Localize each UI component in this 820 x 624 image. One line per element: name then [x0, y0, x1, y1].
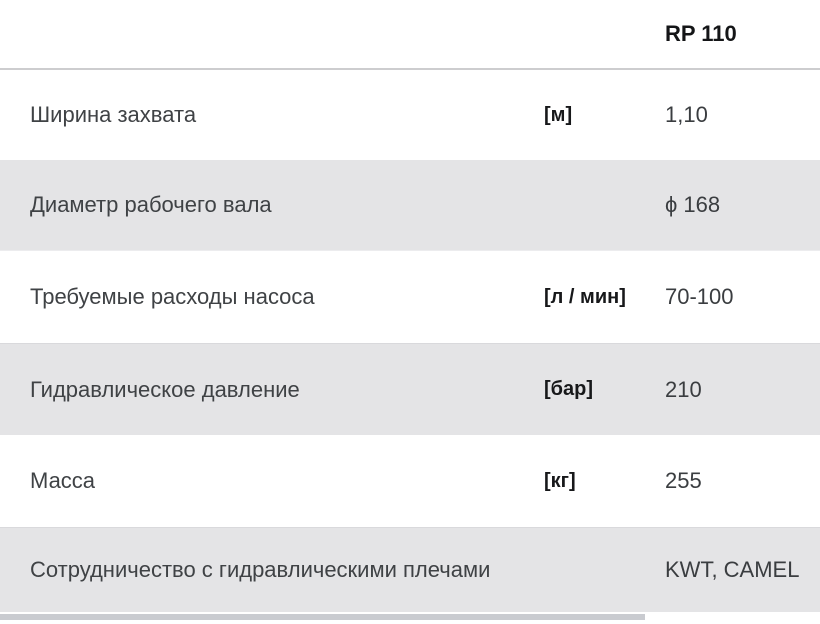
table-row: Требуемые расходы насоса [л / мин] 70-10… — [0, 250, 820, 343]
spec-value: 255 — [665, 468, 702, 493]
spec-value: 210 — [665, 376, 702, 402]
spec-value: 1,10 — [665, 102, 708, 127]
spec-value: 70-100 — [665, 284, 734, 309]
spec-unit: [м] — [544, 103, 573, 126]
spec-label: Требуемые расходы насоса — [30, 284, 315, 309]
table-row: Гидравлическое давление [бар] 210 — [0, 343, 820, 435]
spec-label: Диаметр рабочего вала — [30, 192, 272, 217]
spec-label: Гидравлическое давление — [30, 376, 300, 402]
table-row: Масса [кг] 255 — [0, 435, 820, 527]
table-header-row: RP 110 — [0, 0, 820, 70]
table-row: Диаметр рабочего вала ϕ 168 — [0, 160, 820, 250]
spec-unit: [л / мин] — [544, 285, 626, 308]
horizontal-scrollbar-thumb[interactable] — [0, 614, 645, 620]
spec-label: Масса — [30, 468, 96, 493]
spec-label: Сотрудничество с гидравлическими плечами — [30, 557, 491, 582]
spec-unit: [бар] — [544, 378, 594, 400]
table-row: Ширина захвата [м] 1,10 — [0, 70, 820, 160]
spec-label: Ширина захвата — [30, 102, 197, 127]
model-name: RP 110 — [665, 21, 737, 46]
spec-value: ϕ 168 — [665, 192, 721, 217]
table-row: Сотрудничество с гидравлическими плечами… — [0, 527, 820, 612]
spec-value: KWT, CAMEL — [665, 557, 800, 582]
spec-unit: [кг] — [544, 469, 576, 492]
horizontal-scrollbar-track[interactable] — [0, 612, 820, 624]
